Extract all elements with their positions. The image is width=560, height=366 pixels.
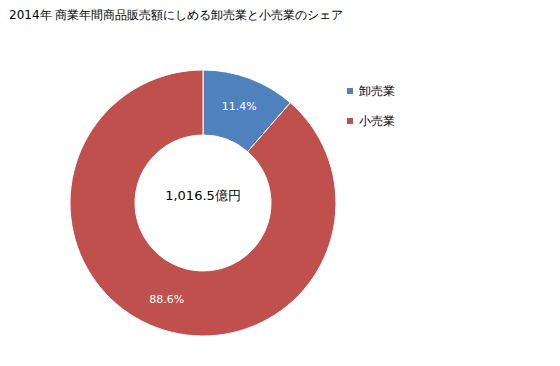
svg-text:1,016.5億円: 1,016.5億円 xyxy=(165,188,241,203)
svg-text:2014年 商業年間商品販売額にしめる卸売業と小売業のシェア: 2014年 商業年間商品販売額にしめる卸売業と小売業のシェア xyxy=(9,8,343,22)
svg-text:小売業: 小売業 xyxy=(359,114,395,128)
svg-text:88.6%: 88.6% xyxy=(149,293,184,306)
svg-text:11.4%: 11.4% xyxy=(222,100,257,113)
svg-text:卸売業: 卸売業 xyxy=(359,84,395,98)
